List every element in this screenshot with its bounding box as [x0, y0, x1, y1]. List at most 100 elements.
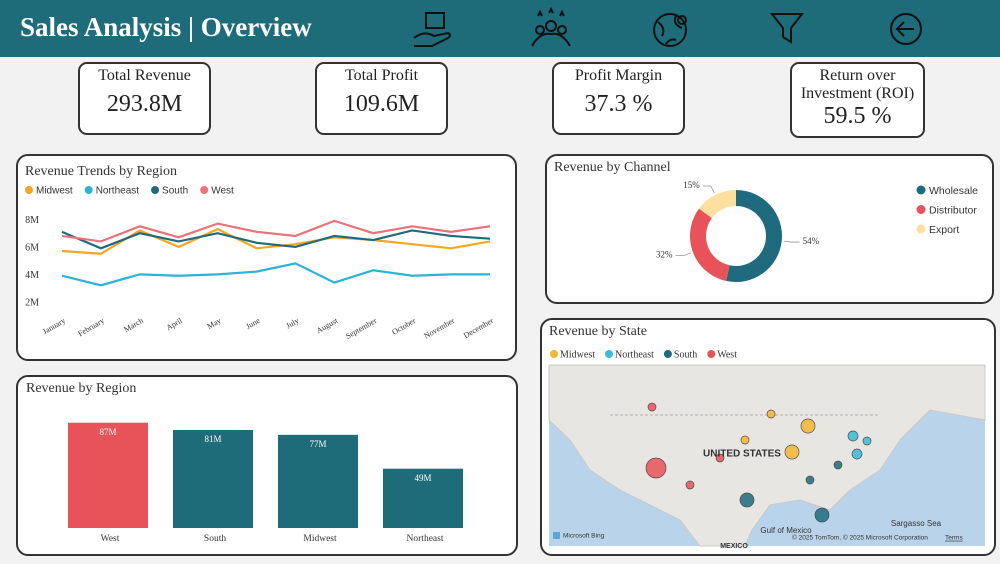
y-tick-label: 8M [25, 215, 39, 226]
value-label: 32% [656, 250, 673, 260]
kpi-label: Total Profit [344, 67, 419, 84]
legend-swatch [916, 224, 926, 234]
kpi-label: Profit Margin [574, 67, 663, 84]
map-provider-logo [553, 532, 560, 539]
map-land [548, 364, 986, 547]
x-tick-label: May [205, 316, 222, 331]
x-tick-label: July [284, 316, 300, 330]
map-bubble [814, 507, 830, 523]
value-label: 81M [204, 434, 221, 444]
legend-swatch [84, 186, 93, 194]
x-tick-label: April [165, 316, 185, 333]
y-tick-label: 4M [25, 270, 39, 281]
map-label: Gulf of Mexico [760, 526, 812, 535]
legend-label: South [162, 186, 188, 197]
map-label: UNITED STATES [703, 449, 781, 460]
x-tick-label: November [422, 316, 456, 341]
leader-line [702, 185, 715, 194]
kpi-card: Return over Investment (ROI) 59.5 % [790, 62, 925, 138]
map-bubble [766, 409, 776, 419]
map-bubble [784, 444, 800, 460]
header-title: Sales Analysis | Overview [20, 12, 312, 42]
map-bubbles [645, 402, 872, 523]
map-label: MEXICO [720, 543, 748, 550]
map-bubble [800, 418, 816, 434]
donut-slice [699, 190, 736, 219]
product-icon[interactable] [413, 12, 451, 47]
x-tick-label: June [244, 316, 262, 331]
legend-swatch [200, 186, 209, 194]
bar [278, 434, 358, 528]
map-bubble [685, 480, 695, 490]
kpi-label: Return over Investment (ROI) [800, 67, 915, 102]
map-bubble [647, 402, 657, 412]
map-bubble [739, 492, 755, 508]
x-tick-label: August [315, 316, 340, 336]
x-tick-label: South [204, 534, 226, 544]
kpi-value: 37.3 % [584, 91, 653, 117]
y-tick-label: 6M [25, 243, 39, 254]
x-tick-label: January [41, 316, 67, 336]
chart-title: Revenue by Channel [554, 160, 671, 175]
map-bubble [847, 430, 859, 442]
leader-line [675, 252, 692, 257]
x-tick-label: February [76, 316, 106, 338]
legend-swatch [151, 186, 160, 194]
globe-icon[interactable] [653, 13, 687, 47]
map-bubble [833, 460, 843, 470]
map-bubble [715, 453, 725, 463]
value-label: 54% [803, 236, 820, 246]
legend-label: West [717, 349, 737, 360]
x-tick-label: December [462, 316, 495, 340]
kpi-label: Total Revenue [98, 67, 191, 84]
x-tick-label: March [122, 316, 145, 334]
legend-label: Northeast [96, 186, 140, 197]
value-label: 77M [309, 439, 326, 449]
kpi-card: Total Revenue 293.8M [78, 62, 211, 135]
legend-swatch [916, 185, 926, 195]
back-icon[interactable] [890, 13, 922, 45]
legend-label: Wholesale [929, 185, 978, 197]
map-label: Sargasso Sea [891, 519, 942, 528]
map-attribution: © 2025 TomTom, © 2025 Microsoft Corporat… [792, 534, 928, 542]
chart-title: Revenue Trends by Region [25, 164, 177, 179]
series-line [61, 229, 491, 250]
header-bar: Sales Analysis | Overview [0, 0, 1000, 57]
x-tick-label: September [344, 316, 378, 341]
chart-title: Revenue by Region [26, 381, 136, 396]
legend-label: Northeast [615, 349, 654, 360]
bar [383, 468, 463, 528]
x-tick-label: Northeast [407, 534, 444, 544]
x-tick-label: Midwest [303, 534, 337, 544]
legend-label: Distributor [929, 204, 977, 216]
kpi-card: Profit Margin 37.3 % [552, 62, 685, 135]
kpi-value: 59.5 % [823, 103, 892, 129]
map-terms: Terms [945, 535, 963, 542]
map-bubble [740, 435, 750, 445]
value-label: 87M [99, 427, 116, 437]
legend-swatch [916, 205, 926, 214]
customers-icon[interactable] [531, 6, 571, 47]
legend-label: Midwest [560, 349, 595, 360]
value-label: 49M [414, 473, 431, 483]
map-background [548, 364, 986, 547]
map-provider: Microsoft Bing [563, 533, 605, 540]
bar [68, 422, 148, 528]
line-panel [16, 154, 517, 361]
donut-slice [690, 208, 730, 281]
filter-icon[interactable] [769, 13, 805, 44]
legend-swatch [605, 350, 613, 358]
chart-title: Revenue by State [549, 324, 647, 339]
map-bubble [851, 448, 863, 460]
legend-swatch [25, 186, 33, 194]
donut-slice [726, 189, 782, 282]
map-bubble [645, 457, 667, 479]
x-tick-label: West [101, 534, 120, 544]
leader-line [783, 240, 800, 243]
legend-label: Export [929, 224, 959, 236]
value-label: 15% [683, 180, 700, 190]
y-tick-label: 2M [25, 297, 39, 308]
map-bubble [862, 436, 872, 446]
